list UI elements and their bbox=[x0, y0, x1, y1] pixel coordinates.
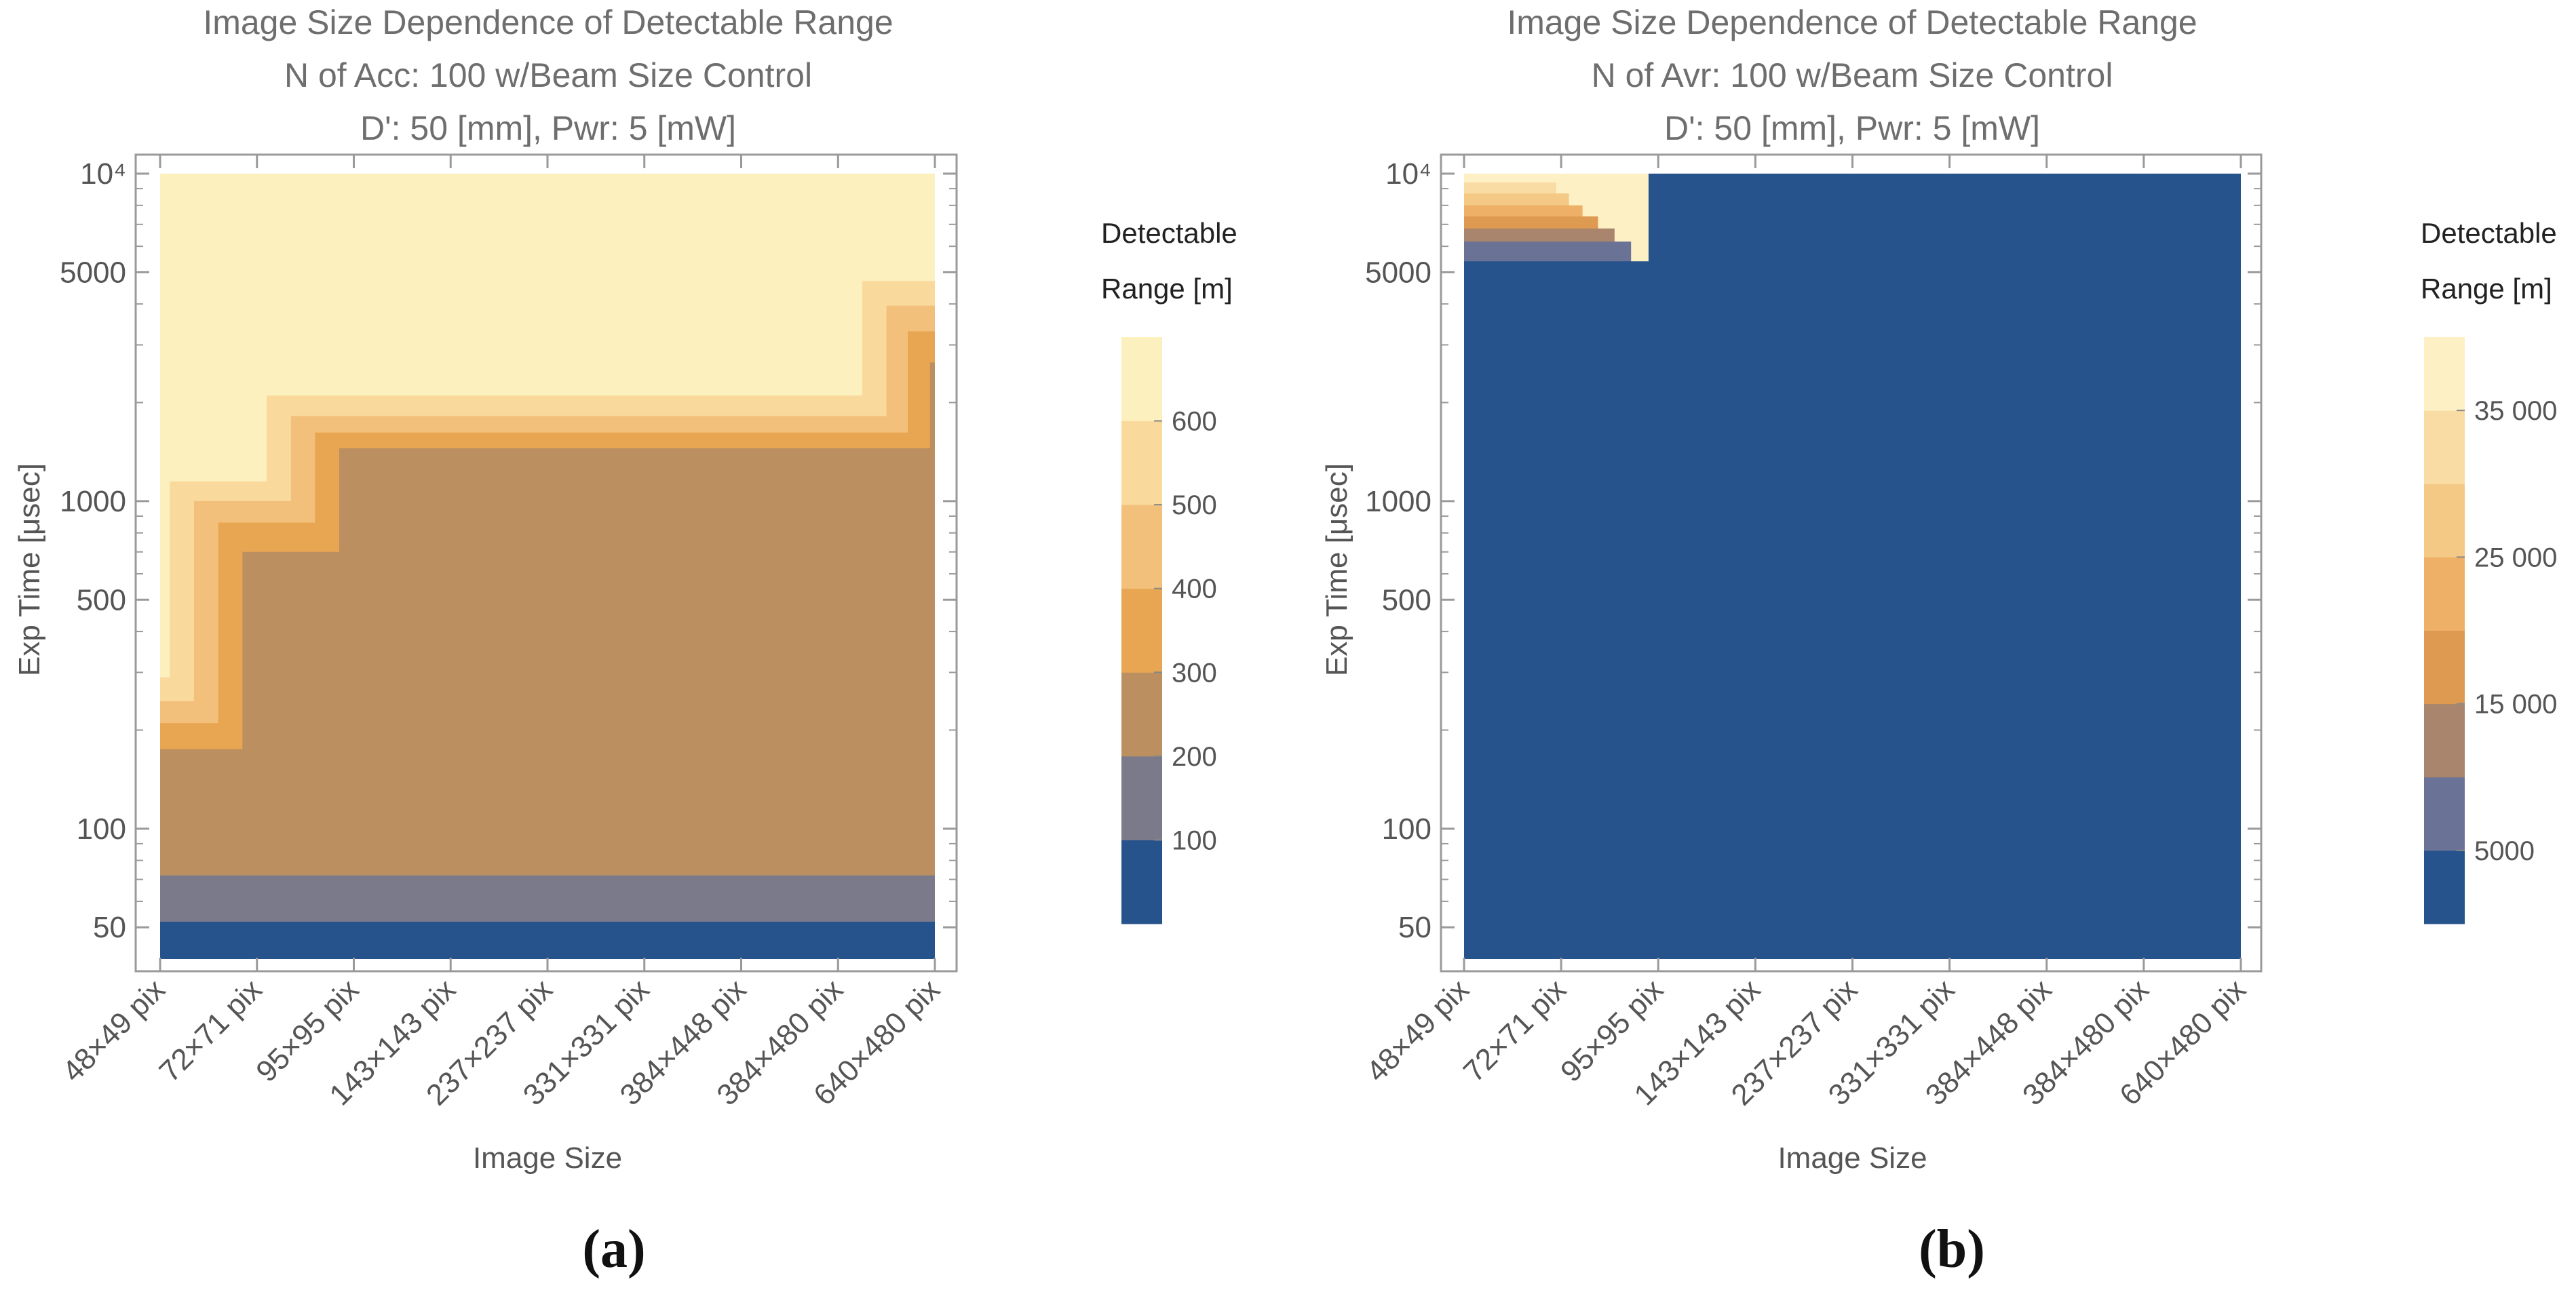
chart-b: Image Size Dependence of Detectable Rang… bbox=[1320, 3, 2557, 1279]
legend-swatch bbox=[2424, 703, 2465, 778]
y-tick-label: 50 bbox=[93, 911, 126, 944]
legend-title-line: Range [m] bbox=[2421, 273, 2552, 305]
x-tick-label: 72×71 pix bbox=[1457, 973, 1573, 1088]
x-axis-label: Image Size bbox=[473, 1141, 622, 1175]
panel-label: (a) bbox=[582, 1219, 645, 1279]
legend-swatch bbox=[2424, 630, 2465, 705]
x-tick-label: 48×49 pix bbox=[56, 973, 172, 1088]
legend-swatch bbox=[2424, 850, 2465, 924]
legend-swatch bbox=[1121, 337, 1162, 422]
legend-swatch bbox=[2424, 777, 2465, 851]
legend-swatch bbox=[1121, 505, 1162, 589]
y-tick-label: 100 bbox=[1382, 813, 1431, 846]
legend-tick-label: 35 000 bbox=[2474, 396, 2557, 426]
chart-a: Image Size Dependence of Detectable Rang… bbox=[13, 3, 1237, 1279]
legend-swatch bbox=[1121, 672, 1162, 757]
x-axis-label: Image Size bbox=[1777, 1141, 1927, 1175]
chart-title-line: N of Acc: 100 w/Beam Size Control bbox=[284, 56, 812, 94]
y-tick-label: 5000 bbox=[60, 256, 126, 289]
legend-tick-label: 400 bbox=[1172, 574, 1217, 604]
legend-tick-label: 5000 bbox=[2474, 836, 2535, 866]
y-tick-label: 50 bbox=[1398, 911, 1431, 944]
chart-title-line: Image Size Dependence of Detectable Rang… bbox=[203, 3, 893, 41]
legend-tick-label: 500 bbox=[1172, 490, 1217, 520]
chart-title-line: N of Avr: 100 w/Beam Size Control bbox=[1592, 56, 2113, 94]
y-tick-label: 1000 bbox=[1365, 485, 1431, 518]
chart-title-line: D': 50 [mm], Pwr: 5 [mW] bbox=[360, 109, 736, 147]
y-tick-label: 1000 bbox=[60, 485, 126, 518]
legend-title-line: Range [m] bbox=[1101, 273, 1233, 305]
y-tick-label: 500 bbox=[77, 583, 126, 617]
plot-frame bbox=[1440, 153, 2263, 973]
x-tick-label: 48×49 pix bbox=[1360, 973, 1476, 1088]
y-tick-label: 10⁴ bbox=[80, 157, 126, 191]
legend-swatch bbox=[2424, 484, 2465, 558]
legend-swatch bbox=[1121, 756, 1162, 840]
panel-label: (b) bbox=[1919, 1219, 1985, 1279]
legend-tick-label: 300 bbox=[1172, 658, 1217, 688]
legend-tick-label: 200 bbox=[1172, 742, 1217, 772]
legend-swatch bbox=[2424, 337, 2465, 411]
legend-tick-label: 600 bbox=[1172, 407, 1217, 437]
legend-swatch bbox=[1121, 840, 1162, 924]
y-tick-label: 500 bbox=[1382, 583, 1431, 617]
legend: Detectable Range [m] 100 200 300 400 500 600 bbox=[1101, 217, 1237, 924]
contour-region bbox=[160, 921, 935, 959]
legend-tick-label: 100 bbox=[1172, 825, 1217, 855]
legend-swatch bbox=[2424, 557, 2465, 631]
legend-tick-label: 15 000 bbox=[2474, 690, 2557, 720]
chart-title-line: D': 50 [mm], Pwr: 5 [mW] bbox=[1664, 109, 2040, 147]
y-tick-label: 10⁴ bbox=[1385, 157, 1431, 191]
contour-region bbox=[160, 362, 935, 959]
legend-swatch bbox=[1121, 588, 1162, 673]
legend: Detectable Range [m] 5000 15 000 25 000 35 00… bbox=[2421, 217, 2557, 924]
legend-swatch bbox=[1121, 421, 1162, 505]
y-tick-label: 5000 bbox=[1365, 256, 1431, 289]
y-axis-label: Exp Time [μsec] bbox=[13, 463, 46, 676]
y-axis-label: Exp Time [μsec] bbox=[1320, 463, 1353, 676]
legend-title-line: Detectable bbox=[2421, 217, 2557, 249]
contour-region bbox=[1464, 174, 2241, 959]
plot-frame bbox=[134, 153, 958, 973]
x-tick-label: 72×71 pix bbox=[153, 973, 268, 1088]
legend-swatch bbox=[2424, 410, 2465, 484]
chart-title-line: Image Size Dependence of Detectable Rang… bbox=[1507, 3, 2197, 41]
y-tick-label: 100 bbox=[77, 813, 126, 846]
legend-title-line: Detectable bbox=[1101, 217, 1237, 249]
legend-tick-label: 25 000 bbox=[2474, 543, 2557, 572]
